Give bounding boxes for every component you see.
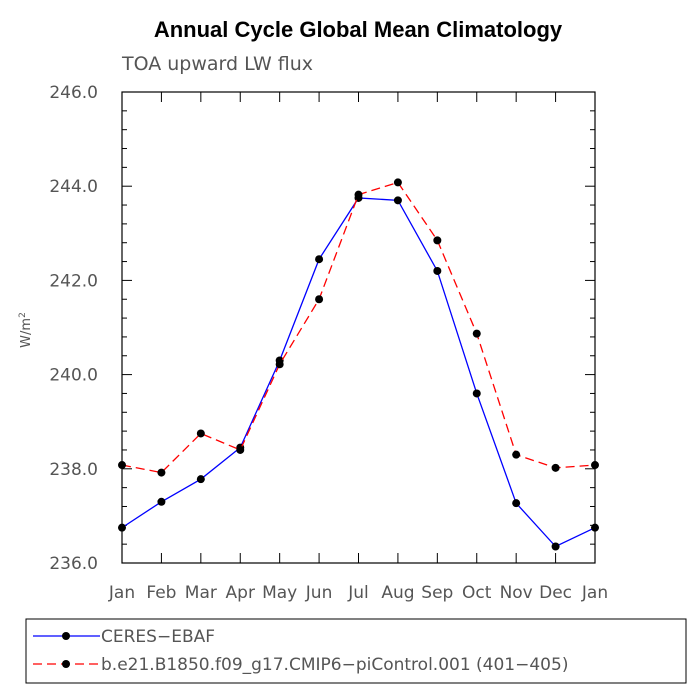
x-tick-label: Feb — [146, 583, 176, 603]
legend-label: b.e21.B1850.f09_g17.CMIP6−piControl.001 … — [101, 655, 568, 675]
data-point — [196, 429, 205, 438]
data-point — [196, 475, 205, 484]
x-tick-label: May — [262, 583, 297, 603]
series-line — [121, 181, 596, 474]
legend: CERES−EBAF b.e21.B1850.f09_g17.CMIP6−piCo… — [25, 618, 687, 684]
data-point — [591, 461, 599, 470]
data-point — [315, 295, 324, 304]
legend-marker — [62, 632, 70, 640]
x-tick-label: Jan — [581, 583, 608, 603]
y-tick-label: 240.0 — [49, 366, 98, 386]
series-layer — [118, 178, 599, 551]
y-tick-label: 244.0 — [49, 177, 98, 197]
data-point — [118, 461, 126, 470]
data-point — [236, 445, 245, 454]
x-tick-label: Jul — [347, 583, 369, 603]
data-point — [157, 468, 166, 477]
data-point — [157, 497, 166, 506]
data-point — [591, 523, 599, 532]
x-tick-label: Oct — [462, 583, 492, 603]
data-point — [354, 190, 363, 199]
data-point — [433, 236, 442, 245]
y-axis-label: W/m2 — [18, 312, 34, 348]
data-point — [512, 499, 521, 508]
data-point — [118, 523, 126, 532]
plot-area: 236.0 238.0 240.0 242.0 244.0 246.0 Jan Feb Mar A… — [49, 83, 608, 603]
y-tick-label: 242.0 — [49, 271, 98, 291]
data-point — [275, 360, 284, 369]
data-point — [315, 255, 324, 264]
legend-marker — [62, 660, 70, 668]
x-tick-label: Apr — [226, 583, 255, 603]
data-point — [512, 450, 521, 459]
x-tick-label: Nov — [500, 583, 533, 603]
x-tick-label: Sep — [421, 583, 453, 603]
chart-subtitle: TOA upward LW flux — [121, 53, 313, 75]
x-tick-label: Dec — [539, 583, 572, 603]
x-tick-label: Jan — [108, 583, 135, 603]
series-1 — [118, 193, 599, 551]
legend-box — [25, 618, 687, 684]
data-point — [551, 463, 560, 472]
x-tick-label: Aug — [381, 583, 414, 603]
x-tick-label: Mar — [185, 583, 217, 603]
y-tick-label: 238.0 — [49, 460, 98, 480]
data-point — [551, 542, 560, 551]
data-point — [393, 196, 402, 205]
data-point — [472, 329, 481, 338]
data-point — [433, 266, 442, 275]
chart-title: Annual Cycle Global Mean Climatology — [154, 17, 563, 42]
series-line — [121, 197, 596, 548]
data-point — [472, 389, 481, 398]
y-tick-label: 236.0 — [49, 554, 98, 574]
plot-frame — [121, 91, 596, 564]
y-tick-label: 246.0 — [49, 83, 98, 103]
x-tick-label: Jun — [305, 583, 333, 603]
data-point — [393, 178, 402, 187]
series-2 — [118, 178, 599, 477]
legend-label: CERES−EBAF — [101, 627, 215, 647]
